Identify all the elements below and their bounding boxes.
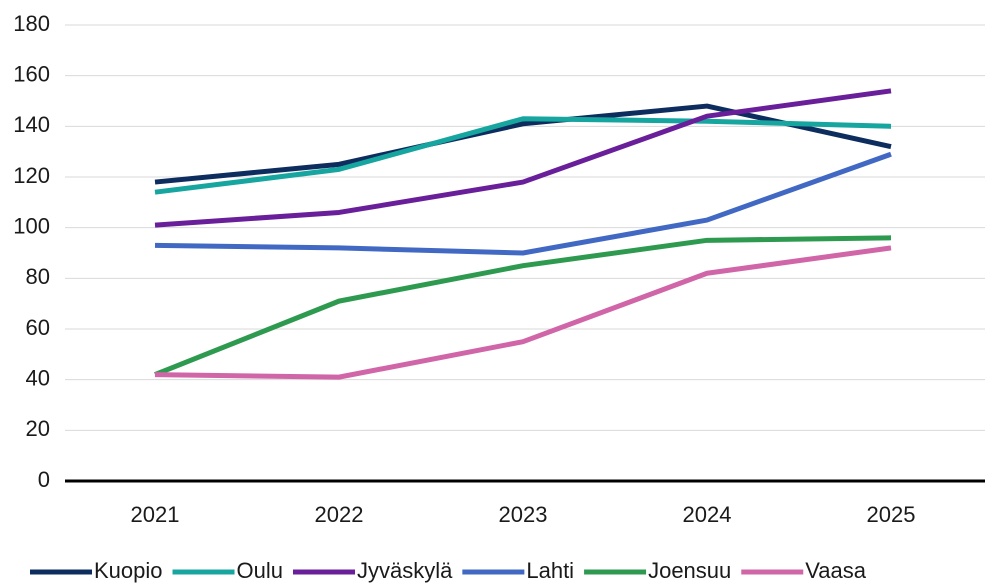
y-tick-label: 100	[13, 213, 50, 238]
series-line	[154, 245, 892, 380]
y-tick-label: 140	[13, 112, 50, 137]
legend-label: Lahti	[526, 558, 574, 583]
y-tick-label: 180	[13, 11, 50, 36]
legend-label: Vaasa	[805, 558, 867, 583]
y-tick-label: 80	[26, 264, 50, 289]
series-line	[154, 151, 892, 256]
y-tick-label: 60	[26, 315, 50, 340]
y-tick-label: 120	[13, 163, 50, 188]
series-line	[154, 235, 892, 377]
legend-label: Jyväskylä	[357, 558, 453, 583]
y-tick-label: 0	[38, 467, 50, 492]
series-line	[154, 88, 892, 228]
legend-label: Oulu	[237, 558, 283, 583]
legend-label: Kuopio	[94, 558, 163, 583]
x-tick-label: 2024	[683, 502, 732, 527]
x-tick-label: 2025	[867, 502, 916, 527]
x-tick-label: 2021	[131, 502, 180, 527]
x-tick-label: 2023	[499, 502, 548, 527]
legend-label: Joensuu	[648, 558, 731, 583]
x-tick-label: 2022	[315, 502, 364, 527]
series-line	[154, 103, 892, 185]
series-line	[154, 116, 892, 195]
y-tick-label: 20	[26, 416, 50, 441]
y-tick-label: 160	[13, 61, 50, 86]
y-tick-label: 40	[26, 365, 50, 390]
